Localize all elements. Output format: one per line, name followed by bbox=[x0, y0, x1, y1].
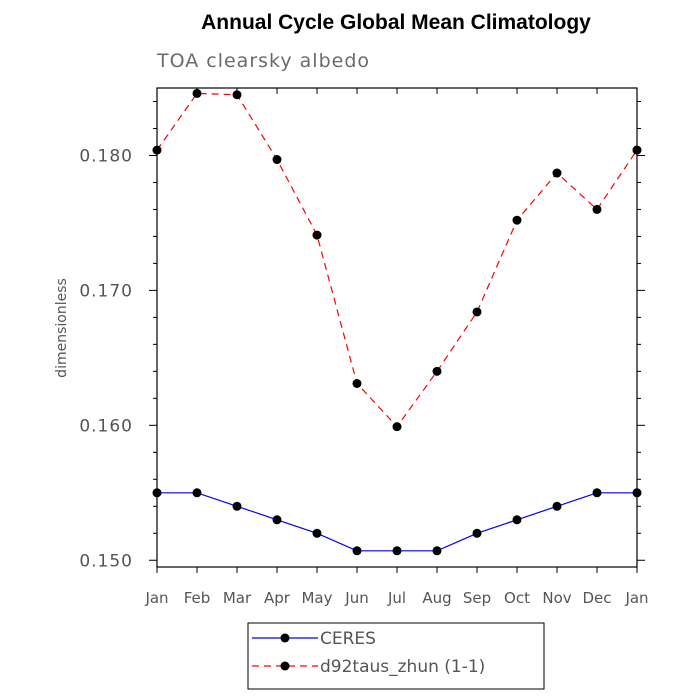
data-point bbox=[352, 378, 362, 388]
data-point bbox=[312, 528, 322, 538]
data-point bbox=[472, 307, 482, 317]
x-tick-label: Jun bbox=[344, 589, 368, 607]
data-point bbox=[152, 488, 162, 498]
plot-frame bbox=[156, 87, 638, 568]
x-tick-label: Apr bbox=[264, 589, 291, 607]
data-point bbox=[392, 546, 402, 556]
legend-marker bbox=[280, 661, 290, 671]
data-point bbox=[272, 155, 282, 165]
series-line bbox=[157, 492, 637, 552]
legend-label: d92taus_zhun (1-1) bbox=[320, 657, 485, 677]
legend-box bbox=[247, 622, 545, 690]
chart-subtitle: TOA clearsky albedo bbox=[156, 50, 370, 72]
data-point bbox=[432, 366, 442, 376]
data-point bbox=[152, 145, 162, 155]
data-point bbox=[512, 515, 522, 525]
x-tick-label: Nov bbox=[542, 589, 571, 607]
data-point bbox=[192, 488, 202, 498]
data-point bbox=[352, 546, 362, 556]
x-axis: Jan Feb Mar Apr May Jun Jul Aug Sep Oct Nov Dec Jan bbox=[144, 88, 649, 607]
x-tick-label: Jan bbox=[624, 589, 648, 607]
x-tick-label: Aug bbox=[422, 589, 451, 607]
x-tick-label: Feb bbox=[184, 589, 211, 607]
data-point bbox=[192, 88, 202, 98]
data-point bbox=[272, 515, 282, 525]
data-point bbox=[312, 230, 322, 240]
x-tick-label: Sep bbox=[463, 589, 491, 607]
chart-title: Annual Cycle Global Mean Climatology bbox=[201, 11, 591, 34]
data-point bbox=[232, 90, 242, 100]
series-layer bbox=[152, 88, 642, 556]
y-tick-label: 0.180 bbox=[79, 146, 133, 166]
series-1 bbox=[152, 88, 642, 432]
y-tick-label: 0.160 bbox=[79, 416, 133, 436]
series-line bbox=[156, 92, 638, 428]
data-point bbox=[552, 501, 562, 511]
data-point bbox=[592, 204, 602, 214]
plot-border bbox=[156, 87, 638, 568]
y-tick-label: 0.170 bbox=[79, 281, 133, 301]
x-tick-label: Dec bbox=[582, 589, 611, 607]
data-point bbox=[472, 528, 482, 538]
legend-label: CERES bbox=[320, 629, 376, 649]
y-tick-label: 0.150 bbox=[79, 551, 133, 571]
x-tick-label: Oct bbox=[504, 589, 530, 607]
y-axis-label: dimensionless bbox=[54, 278, 70, 378]
legend: CERES d92taus_zhun (1-1) bbox=[247, 622, 545, 690]
data-point bbox=[632, 488, 642, 498]
data-point bbox=[432, 546, 442, 556]
series-0 bbox=[152, 488, 642, 556]
x-tick-label: Jan bbox=[144, 589, 168, 607]
data-point bbox=[512, 215, 522, 225]
x-tick-label: May bbox=[301, 589, 332, 607]
data-point bbox=[592, 488, 602, 498]
x-tick-label: Mar bbox=[223, 589, 252, 607]
data-point bbox=[552, 168, 562, 178]
data-point bbox=[232, 501, 242, 511]
y-axis: 0.150 0.160 0.170 0.180 bbox=[79, 100, 645, 571]
data-point bbox=[392, 422, 402, 432]
legend-marker bbox=[280, 633, 290, 643]
x-tick-label: Jul bbox=[387, 589, 406, 607]
data-point bbox=[632, 145, 642, 155]
